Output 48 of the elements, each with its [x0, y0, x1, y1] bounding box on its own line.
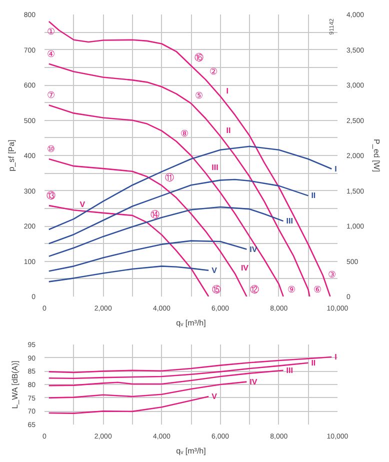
- series-label: III: [212, 163, 218, 172]
- line-series: [48, 370, 284, 386]
- series-label: V: [80, 200, 86, 210]
- series-label: IV: [250, 244, 258, 254]
- annotation: ④: [46, 48, 55, 59]
- annotation: ③: [328, 270, 336, 280]
- x-axis-title: qᵥ [m³/h]: [176, 318, 206, 328]
- annotation: ⑫: [250, 284, 260, 294]
- line-series: [48, 146, 332, 230]
- series-label: II: [311, 358, 316, 368]
- series-label: I: [334, 164, 337, 174]
- series-label: V: [212, 266, 218, 275]
- annotation: ⑬: [46, 190, 56, 201]
- series-label: III: [286, 366, 293, 375]
- annotation: ⑯: [194, 52, 204, 63]
- annotation: ⑪: [165, 172, 174, 182]
- line-series: [48, 158, 248, 296]
- annotation: ⑮: [212, 284, 222, 294]
- series-label: II: [311, 191, 316, 200]
- line-series: [48, 356, 332, 374]
- y-axis-title: p_sf [Pa]: [6, 140, 16, 172]
- line-series: [48, 396, 210, 414]
- series-label: IV: [240, 264, 250, 273]
- series-label: III: [286, 216, 293, 226]
- y2-axis-title: P_ed [W]: [372, 139, 382, 172]
- series-label: I: [226, 86, 229, 96]
- y-axis-title: L_WA [dB(A)]: [10, 360, 20, 409]
- annotation: ⑨: [287, 284, 296, 294]
- series-label: IV: [250, 377, 258, 386]
- line-series: [48, 206, 284, 257]
- annotation: ②: [210, 66, 218, 77]
- series-label: V: [212, 392, 218, 401]
- series-label: I: [334, 352, 337, 362]
- annotation: ⑥: [314, 284, 322, 294]
- annotation: ①: [46, 26, 55, 37]
- series-label: II: [226, 126, 231, 136]
- annotation: ⑩: [46, 144, 55, 154]
- line-series: [48, 63, 310, 296]
- annotation: ⑭: [150, 209, 160, 220]
- line-series: [48, 381, 248, 398]
- annotation: ⑧: [180, 128, 188, 138]
- annotation: ⑤: [195, 90, 203, 100]
- line-series: [48, 266, 210, 282]
- line-series: [48, 362, 309, 380]
- x-axis-title: qᵥ [m³/h]: [176, 446, 206, 456]
- annotation: ⑦: [46, 90, 55, 100]
- line-series: [48, 104, 284, 296]
- line-series: [48, 240, 248, 272]
